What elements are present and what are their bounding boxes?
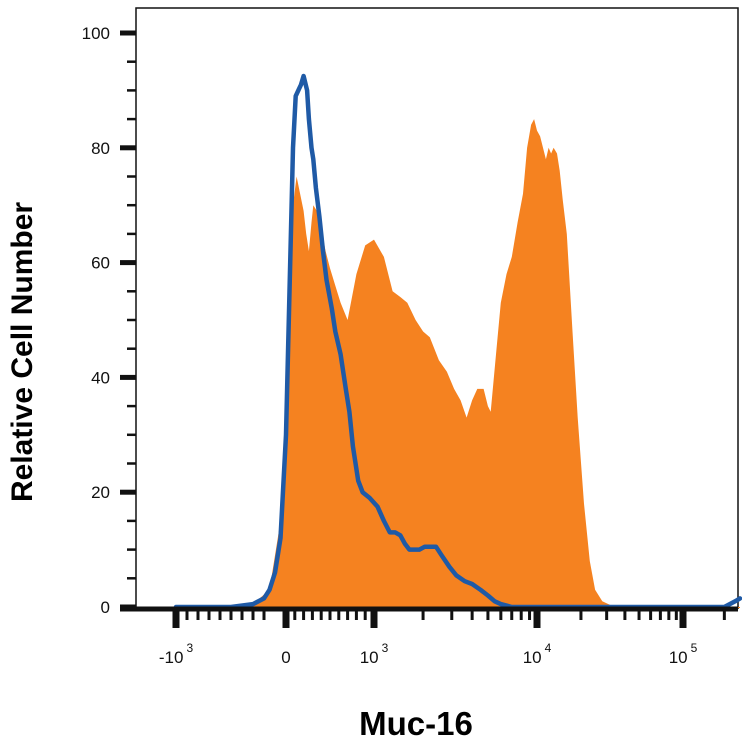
y-tick-label: 0 (101, 598, 110, 617)
y-tick-label: 60 (91, 254, 110, 273)
series-layer (173, 73, 742, 610)
y-axis-title: Relative Cell Number (6, 202, 39, 502)
x-tick-label: 0 (281, 648, 290, 667)
plot-area (135, 7, 739, 609)
x-axis-title: Muc-16 (359, 705, 473, 742)
x-tick-label: 10 3 (360, 641, 389, 667)
x-tick-label: 10 5 (669, 641, 698, 667)
x-tick-label: 10 4 (523, 641, 552, 667)
y-tick-label: 20 (91, 483, 110, 502)
x-tick-label: -10 3 (159, 641, 194, 667)
histogram-line-series (173, 73, 742, 610)
axes: 0 20 40 60 80 100 -10 3 0 10 3 10 4 10 5 (82, 24, 738, 667)
y-tick-label: 80 (91, 139, 110, 158)
y-tick-label: 100 (82, 24, 110, 43)
y-tick-label: 40 (91, 368, 110, 387)
plot-frame (135, 7, 739, 609)
histogram-filled-series (231, 119, 740, 608)
